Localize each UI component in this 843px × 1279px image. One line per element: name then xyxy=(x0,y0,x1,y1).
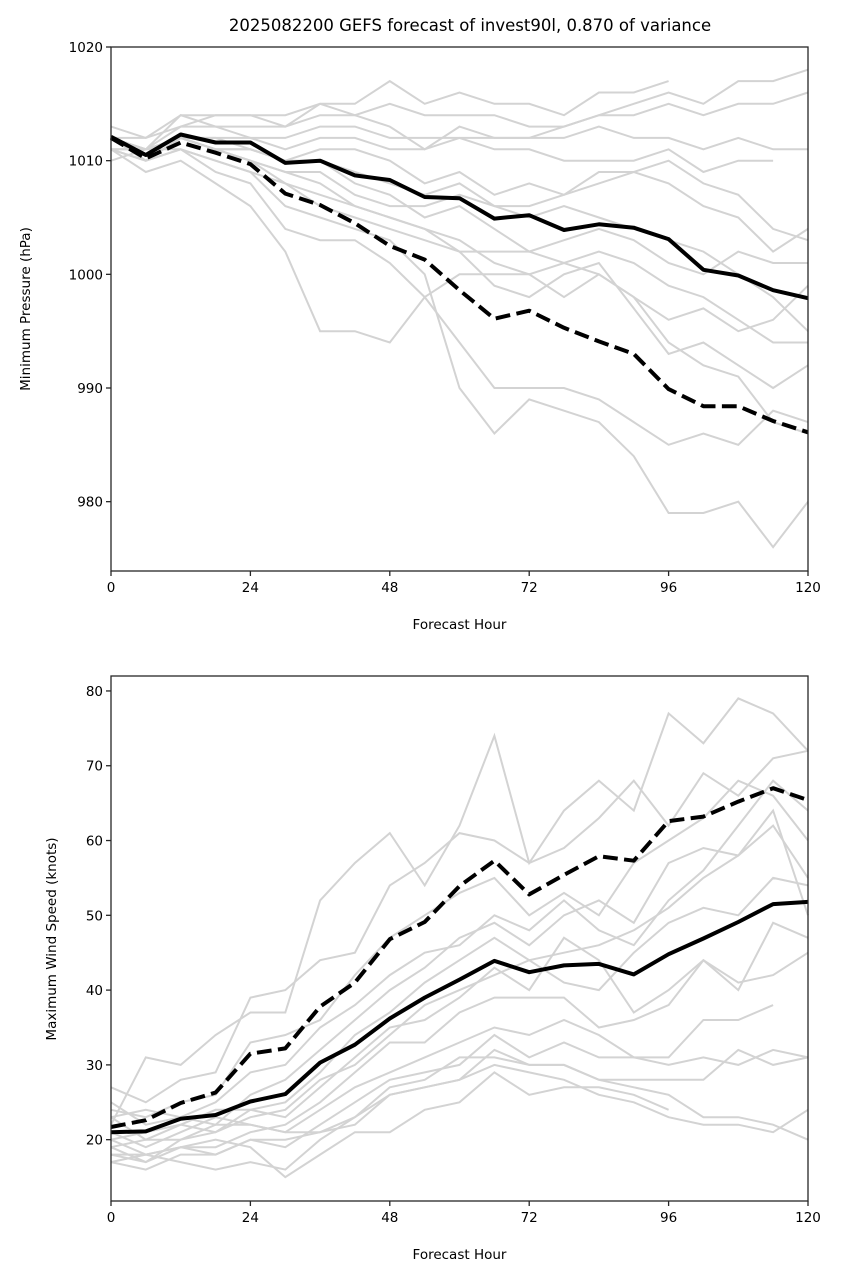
pressure-dashed-line xyxy=(109,136,809,435)
wind-x-tick-label: 48 xyxy=(381,1210,398,1226)
pressure-y-ticks: 980 990 1000 1010 1020 xyxy=(69,40,111,511)
wind-member-line-15 xyxy=(110,1048,809,1149)
pressure-y-tick-label: 990 xyxy=(77,381,103,397)
wind-x-tick-label: 120 xyxy=(795,1210,821,1226)
pressure-mean-line xyxy=(110,132,809,301)
chart-title: 2025082200 GEFS forecast of invest90l, 0… xyxy=(229,16,711,35)
wind-x-ticks: 0 24 48 72 96 120 xyxy=(107,1201,821,1226)
pressure-x-tick-label: 48 xyxy=(381,580,398,596)
wind-y-tick-label: 80 xyxy=(86,684,103,700)
pressure-y-tick-label: 1020 xyxy=(69,40,103,56)
pressure-series xyxy=(109,132,809,435)
pressure-member-line-11 xyxy=(110,148,809,435)
pressure-member-line-15 xyxy=(110,136,809,332)
wind-member-line-13 xyxy=(110,1063,809,1171)
pressure-axes-frame xyxy=(110,46,809,572)
wind-x-tick-label: 96 xyxy=(660,1210,677,1226)
wind-axes-frame xyxy=(110,675,809,1202)
wind-dashed-line xyxy=(110,786,809,1129)
wind-member-line-10 xyxy=(110,1004,774,1149)
pressure-x-tick-label: 0 xyxy=(107,580,116,596)
wind-y-tick-label: 50 xyxy=(86,908,103,924)
pressure-y-tick-label: 1010 xyxy=(69,154,103,170)
wind-member-line-2 xyxy=(110,749,809,1104)
wind-x-tick-label: 0 xyxy=(107,1210,116,1226)
wind-panel: 0 24 48 72 96 120 20 30 40 50 60 70 80 Forecast Hou… xyxy=(44,675,821,1263)
pressure-panel: 2025082200 GEFS forecast of invest90l, 0… xyxy=(18,16,821,633)
pressure-x-tick-label: 72 xyxy=(521,580,538,596)
wind-series xyxy=(110,786,809,1135)
pressure-member-line-13 xyxy=(110,148,809,549)
wind-member-line-4 xyxy=(110,779,809,1126)
wind-x-tick-label: 24 xyxy=(242,1210,259,1226)
wind-member-line-14 xyxy=(110,1071,669,1179)
pressure-member-line-12 xyxy=(110,136,809,446)
pressure-member-line-3 xyxy=(111,91,809,151)
pressure-x-tick-label: 96 xyxy=(660,580,677,596)
wind-x-axis-label: Forecast Hour xyxy=(413,1247,507,1263)
pressure-member-line-1 xyxy=(110,79,669,139)
pressure-x-axis-label: Forecast Hour xyxy=(413,617,507,633)
wind-y-ticks: 20 30 40 50 60 70 80 xyxy=(86,684,111,1149)
wind-member-line-1 xyxy=(110,697,809,1126)
wind-member-line-5 xyxy=(110,824,809,1126)
wind-x-tick-label: 72 xyxy=(521,1210,538,1226)
pressure-x-ticks: 0 24 48 72 96 120 xyxy=(107,571,821,596)
wind-y-axis-label: Maximum Wind Speed (knots) xyxy=(44,837,60,1040)
wind-y-tick-label: 20 xyxy=(86,1133,103,1149)
wind-y-tick-label: 70 xyxy=(86,759,103,775)
pressure-x-tick-label: 120 xyxy=(795,580,821,596)
wind-member-line-7 xyxy=(110,876,809,1164)
pressure-y-tick-label: 980 xyxy=(77,495,103,511)
pressure-x-tick-label: 24 xyxy=(242,580,259,596)
wind-y-tick-label: 40 xyxy=(86,983,103,999)
pressure-y-tick-label: 1000 xyxy=(69,267,103,283)
pressure-member-line-14 xyxy=(110,136,809,390)
wind-y-tick-label: 30 xyxy=(86,1058,103,1074)
wind-mean-line xyxy=(110,899,809,1135)
wind-y-tick-label: 60 xyxy=(86,834,103,850)
pressure-ensemble-members xyxy=(110,68,809,549)
pressure-member-line-2 xyxy=(110,68,809,151)
pressure-y-axis-label: Minimum Pressure (hPa) xyxy=(18,227,34,391)
pressure-member-line-5 xyxy=(111,136,774,174)
